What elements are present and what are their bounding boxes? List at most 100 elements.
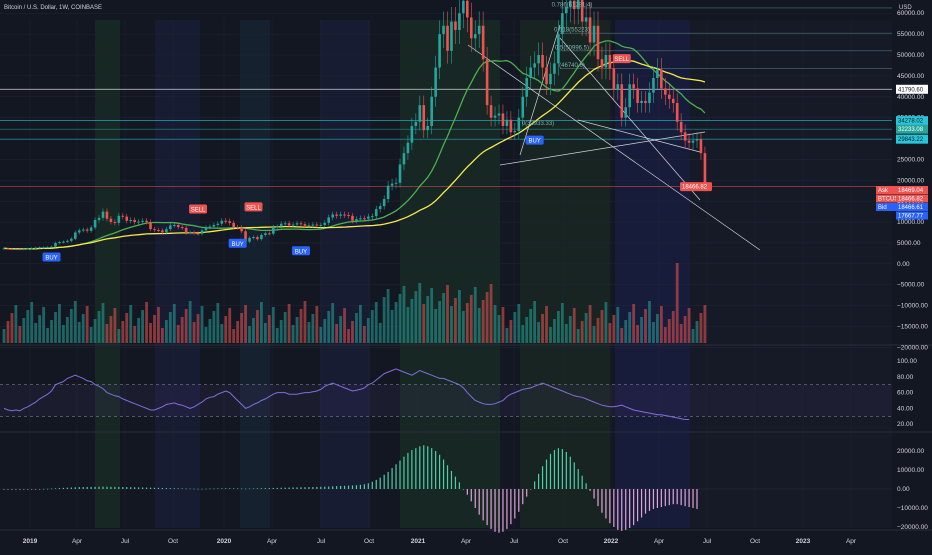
candle-body[interactable] — [509, 119, 513, 133]
candle-body[interactable] — [343, 214, 346, 216]
macd-bar[interactable] — [486, 489, 488, 526]
candle-body[interactable] — [406, 142, 410, 154]
macd-bar[interactable] — [268, 488, 270, 489]
candle-body[interactable] — [557, 34, 560, 64]
macd-bar[interactable] — [308, 487, 310, 489]
candle-body[interactable] — [572, 0, 576, 10]
macd-bar[interactable] — [696, 489, 698, 509]
macd-bar[interactable] — [256, 488, 259, 489]
macd-bar[interactable] — [332, 486, 334, 489]
macd-bar[interactable] — [565, 451, 567, 489]
macd-bar[interactable] — [561, 449, 563, 489]
candle-body[interactable] — [220, 220, 224, 224]
candle-body[interactable] — [620, 84, 624, 118]
macd-bar[interactable] — [553, 450, 556, 489]
candle-body[interactable] — [66, 240, 69, 242]
candle-body[interactable] — [89, 227, 93, 231]
macd-bar[interactable] — [66, 487, 68, 489]
candle-body[interactable] — [628, 84, 631, 108]
candle-body[interactable] — [703, 153, 707, 187]
candle-body[interactable] — [113, 222, 117, 224]
candle-body[interactable] — [216, 223, 220, 225]
candle-body[interactable] — [370, 216, 374, 218]
candle-body[interactable] — [382, 199, 386, 207]
candle-body[interactable] — [446, 25, 449, 51]
candle-body[interactable] — [485, 59, 489, 106]
candle-body[interactable] — [695, 139, 699, 141]
candle-body[interactable] — [378, 206, 382, 210]
macd-bar[interactable] — [54, 488, 57, 489]
macd-bar[interactable] — [70, 487, 72, 489]
macd-bar[interactable] — [617, 489, 619, 530]
candle-body[interactable] — [355, 219, 358, 221]
candle-body[interactable] — [169, 225, 172, 230]
candle-body[interactable] — [232, 222, 235, 228]
macd-bar[interactable] — [328, 486, 330, 489]
candle-body[interactable] — [541, 55, 544, 68]
candle-body[interactable] — [42, 247, 45, 249]
candle-body[interactable] — [34, 247, 37, 249]
candle-body[interactable] — [596, 25, 600, 60]
macd-bar[interactable] — [185, 488, 187, 490]
candle-body[interactable] — [208, 226, 212, 228]
macd-bar[interactable] — [213, 488, 215, 490]
macd-bar[interactable] — [613, 489, 615, 527]
macd-bar[interactable] — [399, 460, 401, 490]
candle-body[interactable] — [77, 230, 81, 233]
macd-bar[interactable] — [605, 489, 607, 519]
candle-body[interactable] — [311, 224, 315, 226]
candle-body[interactable] — [497, 113, 501, 116]
candle-body[interactable] — [192, 232, 196, 234]
candle-body[interactable] — [664, 88, 667, 95]
macd-bar[interactable] — [403, 456, 405, 489]
candle-body[interactable] — [188, 232, 192, 234]
candle-body[interactable] — [414, 121, 418, 126]
macd-bar[interactable] — [78, 487, 80, 489]
macd-bar[interactable] — [411, 450, 413, 489]
macd-bar[interactable] — [225, 488, 227, 489]
macd-bar[interactable] — [260, 488, 262, 489]
candle-body[interactable] — [315, 224, 319, 226]
candle-body[interactable] — [699, 139, 703, 154]
candle-body[interactable] — [105, 211, 109, 219]
macd-bar[interactable] — [458, 482, 460, 489]
candle-body[interactable] — [473, 34, 477, 39]
candle-body[interactable] — [264, 233, 267, 235]
macd-bar[interactable] — [161, 487, 163, 489]
candle-body[interactable] — [117, 215, 121, 223]
macd-bar[interactable] — [252, 488, 255, 490]
candle-body[interactable] — [600, 59, 604, 68]
macd-bar[interactable] — [359, 484, 361, 489]
macd-bar[interactable] — [640, 489, 643, 518]
macd-bar[interactable] — [502, 489, 504, 532]
candle-body[interactable] — [584, 17, 588, 22]
macd-bar[interactable] — [316, 486, 318, 489]
candle-body[interactable] — [176, 224, 180, 228]
candle-body[interactable] — [157, 229, 160, 231]
candle-body[interactable] — [438, 34, 441, 68]
macd-bar[interactable] — [379, 477, 381, 489]
candle-body[interactable] — [632, 84, 635, 89]
candle-body[interactable] — [240, 227, 243, 232]
macd-bar[interactable] — [177, 488, 179, 489]
candle-body[interactable] — [347, 214, 350, 216]
candle-body[interactable] — [359, 218, 362, 220]
macd-bar[interactable] — [597, 489, 599, 507]
macd-bar[interactable] — [205, 488, 207, 490]
macd-bar[interactable] — [518, 489, 520, 512]
macd-bar[interactable] — [130, 487, 132, 489]
candle-body[interactable] — [200, 230, 204, 234]
macd-bar[interactable] — [248, 488, 251, 490]
candle-body[interactable] — [402, 153, 406, 165]
candle-body[interactable] — [204, 227, 208, 231]
candle-body[interactable] — [529, 67, 532, 78]
macd-bar[interactable] — [50, 488, 53, 490]
candle-body[interactable] — [260, 234, 263, 240]
macd-bar[interactable] — [621, 489, 623, 531]
macd-bar[interactable] — [534, 481, 536, 489]
candle-body[interactable] — [604, 55, 608, 68]
candle-body[interactable] — [390, 183, 394, 186]
candle-body[interactable] — [652, 77, 655, 93]
candle-body[interactable] — [624, 107, 628, 118]
macd-bar[interactable] — [35, 489, 37, 490]
